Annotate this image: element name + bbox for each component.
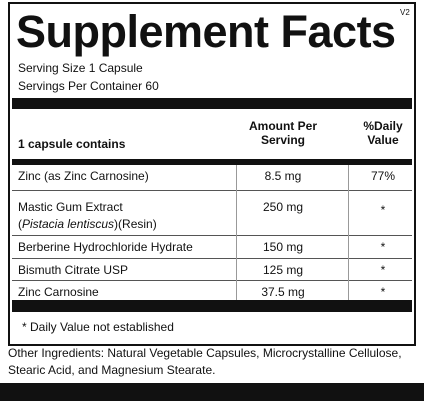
thick-rule — [12, 300, 412, 312]
row-amount: 8.5 mg — [264, 169, 302, 183]
header-amount-line: Serving — [260, 133, 305, 147]
row-rule — [12, 235, 412, 236]
row-daily-value: * — [380, 240, 386, 254]
version: V2 — [400, 8, 410, 17]
row-name: Zinc Carnosine — [18, 285, 99, 299]
thick-rule — [12, 98, 412, 109]
row-amount: 150 mg — [262, 240, 304, 254]
row-name-detail: (Pistacia lentiscus)(Resin) — [18, 217, 157, 231]
row-amount: 125 mg — [262, 263, 304, 277]
other-ingredients: Other Ingredients: Natural Vegetable Cap… — [8, 346, 402, 360]
serving-size: Serving Size 1 Capsule — [18, 61, 143, 75]
other-ingredients: Stearic Acid, and Magnesium Stearate. — [8, 363, 216, 377]
row-amount: 250 mg — [262, 200, 304, 214]
row-rule — [12, 190, 412, 191]
text: )(Resin) — [114, 217, 157, 231]
row-daily-value: * — [380, 263, 386, 277]
row-daily-value: * — [380, 203, 386, 217]
column-rule — [236, 165, 237, 300]
bottom-band — [0, 383, 424, 401]
header-dv-line: Value — [367, 133, 399, 147]
row-name: Bismuth Citrate USP — [18, 263, 129, 277]
row-rule — [12, 258, 412, 259]
label-border — [8, 2, 416, 346]
column-rule — [348, 165, 349, 300]
title: Supplement Facts — [16, 6, 396, 57]
footnote: * Daily Value not established — [22, 320, 174, 334]
latin-name: Pistacia lentiscus — [22, 217, 115, 231]
text: ( — [18, 217, 22, 231]
servings-per-container: Servings Per Container 60 — [18, 79, 159, 93]
row-name: Zinc (as Zinc Carnosine) — [18, 169, 149, 183]
header-amount-line: Amount Per — [248, 119, 317, 133]
row-name: Mastic Gum Extract — [18, 200, 123, 214]
row-daily-value: * — [380, 285, 386, 299]
row-amount: 37.5 mg — [261, 285, 305, 299]
row-name: Berberine Hydrochloride Hydrate — [18, 240, 193, 254]
header-dv-line: %Daily — [363, 119, 403, 133]
row-daily-value: 77% — [370, 169, 396, 183]
row-rule — [12, 280, 412, 281]
medium-rule — [12, 159, 412, 165]
header-name: 1 capsule contains — [18, 137, 126, 151]
header-daily-value: %Daily Value — [345, 119, 421, 147]
header-amount: Amount Per Serving — [233, 119, 333, 147]
